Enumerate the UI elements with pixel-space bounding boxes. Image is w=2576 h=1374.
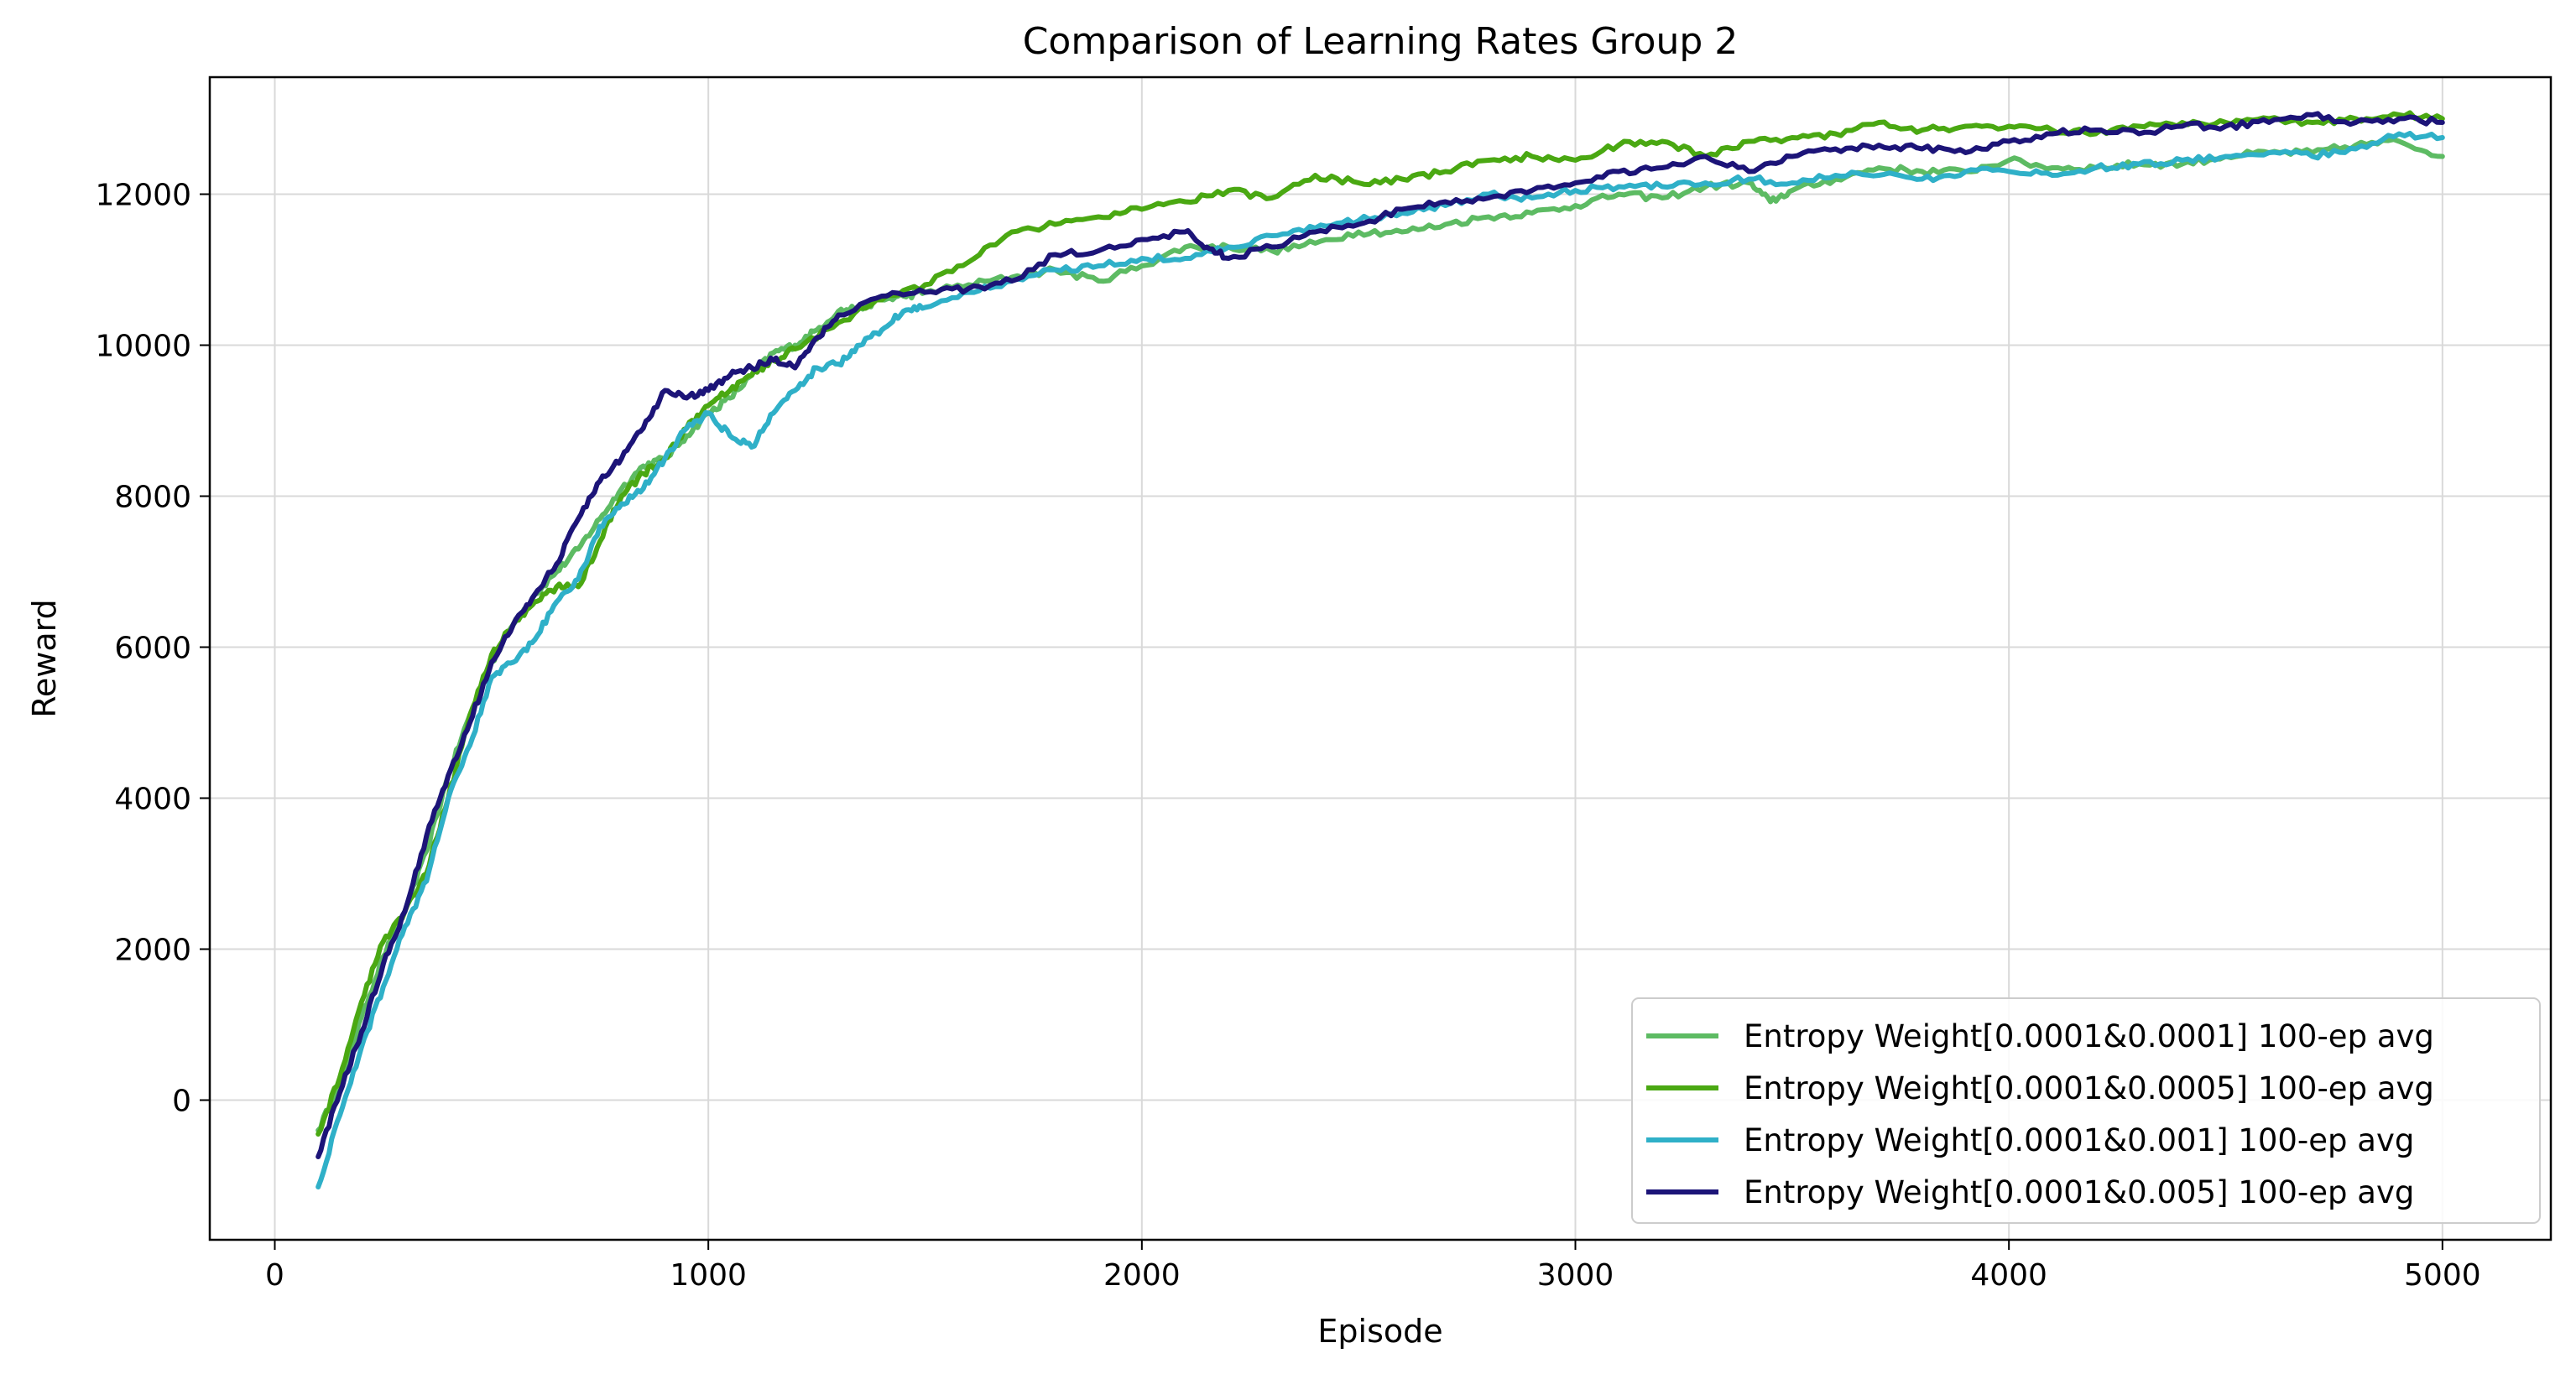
y-tick-label: 0 bbox=[172, 1085, 191, 1119]
y-axis-label: Reward bbox=[26, 599, 63, 718]
legend: Entropy Weight[0.0001&0.0001] 100-ep avg… bbox=[1631, 997, 2541, 1224]
x-tick-label: 0 bbox=[265, 1258, 284, 1293]
series-lines bbox=[315, 110, 2445, 1189]
x-axis-ticks: 0 1000 2000 3000 4000 5000 bbox=[265, 1240, 2481, 1293]
y-axis-ticks: 0 2000 4000 6000 8000 10000 12000 bbox=[95, 179, 210, 1119]
y-tick-label: 12000 bbox=[95, 179, 191, 213]
y-tick-label: 8000 bbox=[114, 481, 191, 515]
y-tick-label: 10000 bbox=[95, 330, 191, 364]
y-tick-label: 6000 bbox=[114, 632, 191, 666]
x-tick-label: 1000 bbox=[670, 1258, 747, 1293]
legend-label-2: Entropy Weight[0.0001&0.0005] 100-ep avg bbox=[1744, 1070, 2434, 1106]
y-tick-label: 4000 bbox=[114, 783, 191, 817]
chart-title: Comparison of Learning Rates Group 2 bbox=[1023, 20, 1739, 63]
plot-frame bbox=[208, 75, 2553, 1241]
series-line-3 bbox=[315, 130, 2445, 1189]
series-line-2 bbox=[315, 110, 2445, 1137]
x-tick-label: 3000 bbox=[1537, 1258, 1614, 1293]
y-tick-label: 2000 bbox=[114, 934, 191, 968]
x-tick-label: 2000 bbox=[1103, 1258, 1181, 1293]
legend-label-1: Entropy Weight[0.0001&0.0001] 100-ep avg bbox=[1744, 1018, 2434, 1054]
legend-label-4: Entropy Weight[0.0001&0.005] 100-ep avg bbox=[1744, 1174, 2414, 1210]
legend-box bbox=[1631, 997, 2541, 1224]
x-tick-label: 5000 bbox=[2404, 1258, 2481, 1293]
series-line-4 bbox=[315, 111, 2445, 1159]
legend-label-3: Entropy Weight[0.0001&0.001] 100-ep avg bbox=[1744, 1122, 2414, 1158]
x-tick-label: 4000 bbox=[1970, 1258, 2047, 1293]
x-axis-label: Episode bbox=[1317, 1313, 1442, 1350]
